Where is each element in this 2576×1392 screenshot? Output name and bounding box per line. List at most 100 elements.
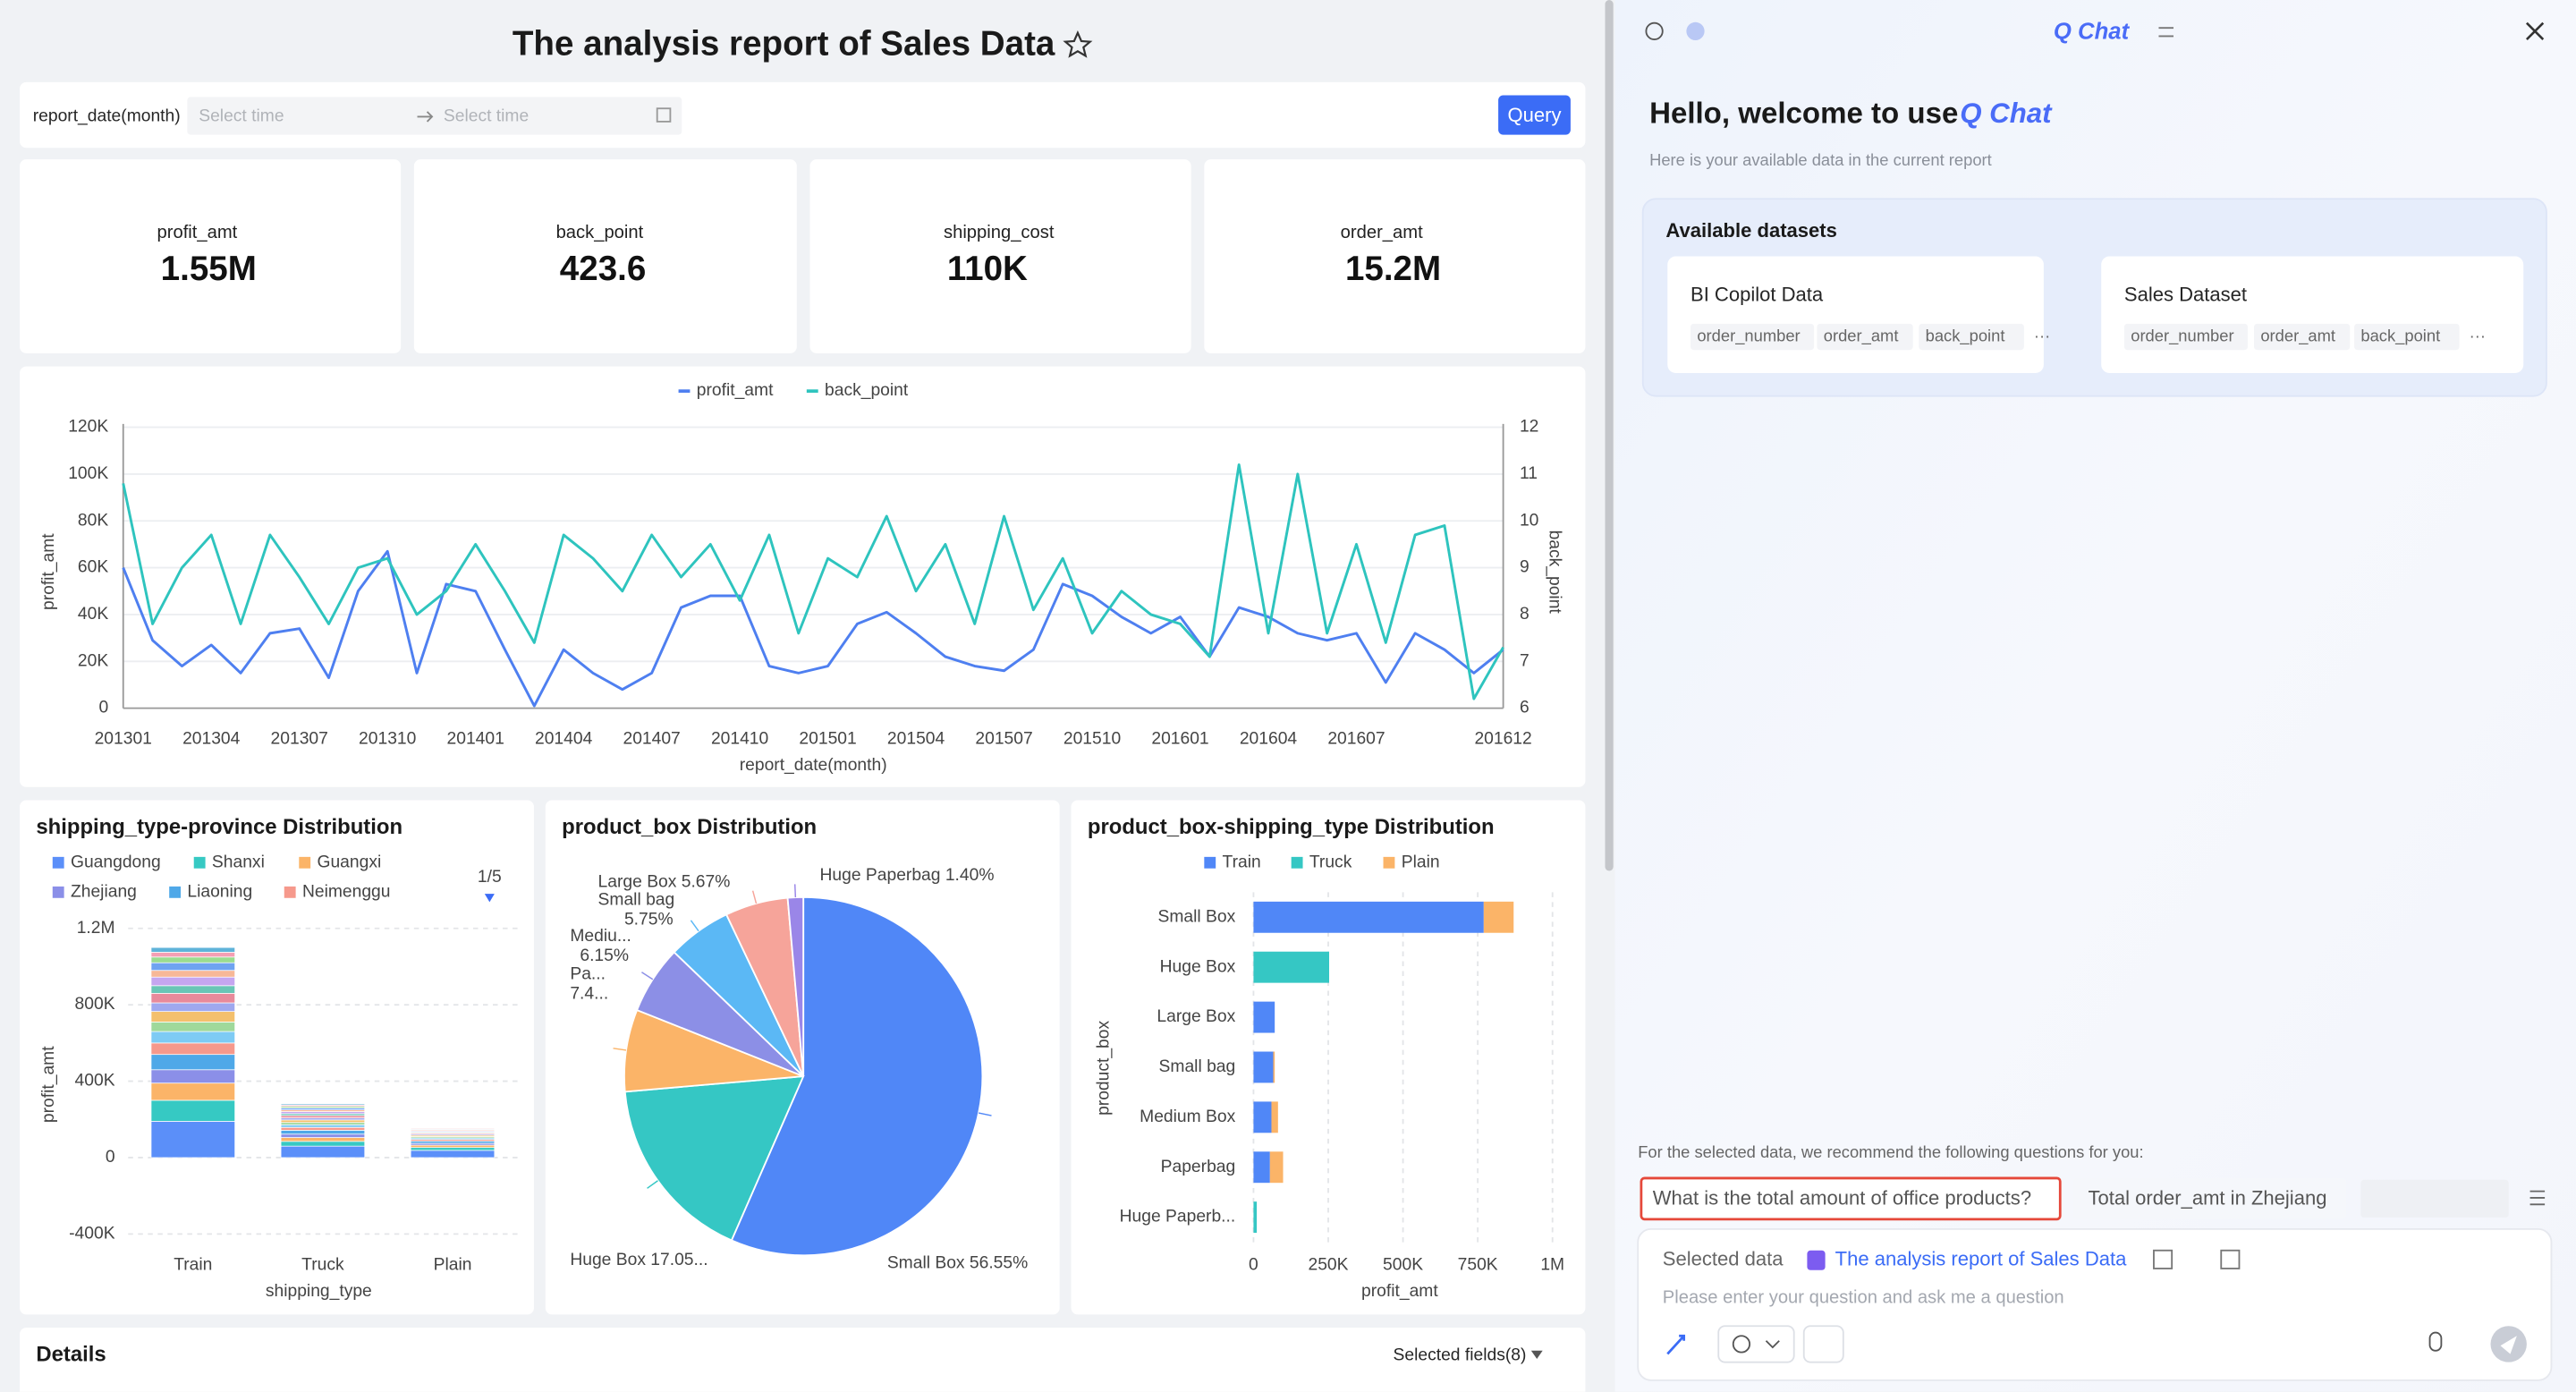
y-tick-label: 800K	[75, 995, 115, 1014]
kpi-value: 110K	[947, 250, 1028, 288]
question-text[interactable]: Total order_amt in Zhejiang	[2088, 1187, 2326, 1210]
bar-segment	[150, 1121, 236, 1159]
y-tick-label: 60K	[78, 558, 108, 577]
selected-data-value[interactable]: The analysis report of Sales Data	[1835, 1248, 2127, 1270]
model-caret	[1765, 1340, 1780, 1349]
y-axis-label: product_box	[1094, 1020, 1113, 1115]
greeting-brand: Q Chat	[1960, 98, 2053, 129]
legend-page-arrow[interactable]	[484, 894, 495, 903]
query-button[interactable]	[1498, 95, 1571, 135]
close-button[interactable]	[2525, 21, 2545, 40]
y-tick-label: 20K	[78, 651, 108, 670]
bar-segment	[280, 1141, 366, 1147]
favorite-star[interactable]	[1063, 30, 1093, 58]
query-button-label[interactable]: Query	[1508, 104, 1562, 126]
start-placeholder: Select time	[199, 107, 284, 126]
field-tag-label: order_amt	[2260, 326, 2335, 345]
bar-segment	[150, 976, 236, 987]
chart-title: shipping_type-province Distribution	[36, 815, 402, 839]
y-axis-label: profit_amt	[39, 533, 58, 610]
x-tick-label: 250K	[1309, 1255, 1349, 1274]
pie-slice	[623, 1075, 805, 1242]
field-tag	[1919, 323, 2024, 351]
new-chat-icon[interactable]	[1686, 21, 1705, 41]
slice-label: Small bag	[598, 891, 675, 910]
book-button[interactable]	[1802, 1325, 1844, 1363]
legend-swatch	[299, 856, 311, 869]
kpi-label: shipping_cost	[944, 223, 1055, 242]
line-series	[122, 463, 1504, 700]
chat-input-box[interactable]	[1637, 1227, 2553, 1381]
bar-segment	[1273, 1051, 1275, 1083]
pie-slice	[730, 895, 984, 1257]
legend-label: Plain	[1402, 853, 1440, 871]
y-tick-label: Huge Box	[1160, 957, 1236, 976]
label-leader	[690, 920, 699, 932]
date-range-input[interactable]	[187, 97, 682, 135]
bar-segment	[1271, 1101, 1278, 1133]
slice-label: 5.75%	[624, 911, 674, 929]
dataset-card[interactable]	[1667, 256, 2044, 373]
bar-segment	[150, 1002, 236, 1013]
y-tick-label: -400K	[69, 1224, 115, 1243]
label-leader	[978, 1112, 992, 1116]
bar-segment	[410, 1147, 496, 1151]
legend-label: Neimenggu	[302, 882, 391, 901]
question-chip[interactable]	[2072, 1177, 2346, 1219]
mic-icon[interactable]	[2428, 1331, 2443, 1352]
dataset-name: BI Copilot Data	[1690, 283, 1824, 305]
legend-label: Guangxi	[317, 853, 381, 871]
y-tick-label: 120K	[68, 418, 108, 437]
y-axis-label: profit_amt	[39, 1046, 58, 1123]
x-tick-label: 201501	[799, 730, 856, 749]
model-select[interactable]	[1717, 1325, 1795, 1363]
bar-segment	[150, 1069, 236, 1084]
pie-slice	[786, 895, 805, 1077]
y2-tick-label: 11	[1520, 464, 1538, 483]
magic-icon[interactable]	[1666, 1334, 1686, 1355]
field-tag	[2354, 323, 2460, 351]
field-tag-label: order_number	[1697, 326, 1800, 345]
bar-segment	[150, 962, 236, 972]
field-tag-label: back_point	[2360, 326, 2440, 345]
bar-segment	[280, 1124, 366, 1128]
more-questions-icon[interactable]	[2529, 1190, 2546, 1206]
details-fields[interactable]: Selected fields(8)	[1394, 1345, 1527, 1364]
slice-label: 7.4...	[570, 984, 608, 1003]
bar-segment	[150, 1031, 236, 1044]
table-icon[interactable]	[2153, 1249, 2174, 1269]
bar-segment	[150, 985, 236, 994]
y-tick-label: 0	[99, 699, 109, 717]
dataset-name: Sales Dataset	[2124, 283, 2247, 305]
x-tick-label: 1M	[1540, 1255, 1564, 1274]
data-icon[interactable]	[2220, 1249, 2241, 1269]
bar-segment	[150, 1011, 236, 1023]
scrollbar[interactable]	[1605, 0, 1614, 871]
dataset-card[interactable]	[2101, 256, 2524, 373]
y-tick-label: 0	[106, 1148, 115, 1167]
y-tick-label: Small Box	[1157, 907, 1235, 926]
switch-icon[interactable]	[2158, 27, 2174, 38]
charts: 0 20K 40K 60K 80K 100K 120K 6 7 8 9 10 11 12 201301 201…	[36, 381, 1564, 1301]
question-chip[interactable]	[1640, 1176, 2062, 1221]
slice-label: Small Box 56.55%	[887, 1254, 1028, 1273]
kpi-value: 1.55M	[161, 250, 257, 288]
bar-segment	[410, 1144, 496, 1149]
legend-label: Shanxi	[212, 853, 265, 871]
bar-segment	[280, 1133, 366, 1138]
greeting: Hello, welcome to use	[1649, 97, 1958, 130]
bar-segment	[1253, 1101, 1272, 1133]
bar-segment	[150, 1022, 236, 1032]
slice-label: Mediu...	[570, 927, 631, 946]
bar-segment	[280, 1119, 366, 1124]
question-chip-faded[interactable]	[2360, 1179, 2509, 1218]
history-icon[interactable]	[1645, 21, 1664, 41]
x-tick-label: 201612	[1474, 730, 1531, 749]
question-text[interactable]: What is the total amount of office produ…	[1653, 1187, 2031, 1210]
legend-swatch	[52, 856, 64, 869]
x-tick-label: 201604	[1240, 730, 1298, 749]
bar-segment	[1483, 901, 1514, 933]
y-tick-label: 80K	[78, 511, 108, 530]
y2-tick-label: 6	[1520, 699, 1530, 717]
